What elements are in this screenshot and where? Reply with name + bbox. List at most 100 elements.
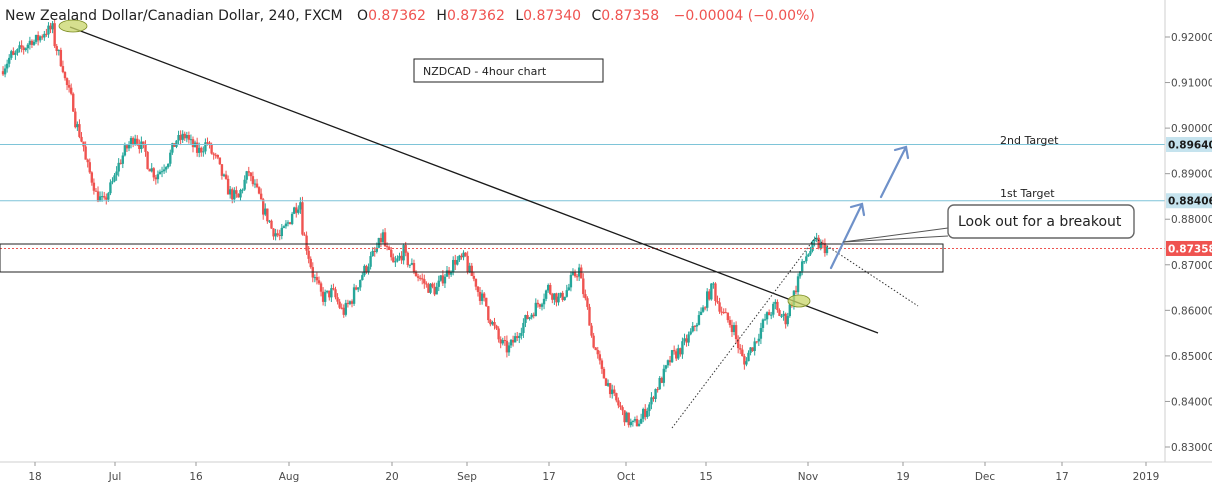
candle-body — [5, 63, 9, 69]
open-label: O — [357, 8, 368, 24]
candle-body — [602, 368, 606, 379]
candle-body — [218, 157, 222, 165]
candle-body — [241, 189, 244, 191]
candle-body — [392, 257, 395, 263]
candle-body — [660, 377, 663, 383]
target2-price-tag: 0.89640 — [1166, 137, 1212, 153]
candle-body — [96, 191, 100, 202]
candle-body — [482, 293, 486, 298]
candle-body — [782, 313, 785, 316]
candle-body — [458, 255, 461, 261]
candle-body — [383, 232, 387, 247]
candle-body — [30, 40, 34, 45]
time-tick-label: Jul — [108, 471, 122, 483]
candle-body — [452, 259, 455, 272]
candle-body — [255, 183, 259, 188]
projection-dotted-line[interactable] — [814, 237, 919, 307]
candle-body — [478, 292, 482, 301]
candle-body — [109, 182, 112, 194]
price-axis[interactable]: 0.92000 0.91000 0.90000 0.89000 0.88000 0.870… — [1165, 32, 1212, 454]
candle-body — [189, 139, 193, 141]
candle-body — [528, 317, 531, 319]
breakout-highlight-ellipse[interactable] — [787, 294, 811, 308]
candle-body — [641, 408, 645, 419]
candle-body — [505, 340, 509, 353]
candle-body — [472, 275, 476, 279]
candle-body — [330, 288, 333, 298]
candle-body — [718, 302, 721, 312]
candle-body — [736, 339, 740, 349]
candle-body — [342, 307, 345, 315]
candle-body — [12, 51, 15, 55]
candle-body — [1, 71, 5, 75]
candle-body — [648, 404, 651, 411]
candle-body — [687, 334, 690, 343]
candle-body — [406, 252, 409, 265]
candle-body — [511, 339, 515, 343]
candle-body — [288, 222, 292, 225]
candle-body — [592, 335, 595, 348]
candle-body — [753, 341, 756, 351]
candle-body — [321, 291, 325, 302]
title-box[interactable] — [413, 58, 604, 83]
candle-body — [323, 292, 327, 302]
candle-body — [784, 313, 787, 325]
candle-body — [794, 290, 798, 293]
resistance-zone[interactable] — [0, 243, 944, 273]
candle-body — [94, 190, 98, 192]
candle-body — [732, 325, 736, 333]
candle-body — [536, 302, 540, 305]
candle-body — [22, 47, 25, 51]
target2-tag-text: 0.89640 — [1168, 140, 1212, 152]
callout-pointer-top — [842, 227, 949, 243]
candle-body — [728, 320, 732, 325]
candle-body — [675, 351, 678, 359]
top-highlight-ellipse[interactable] — [58, 19, 88, 33]
candle-body — [45, 33, 48, 35]
candle-body — [235, 190, 238, 194]
candle-body — [518, 335, 521, 338]
downtrend-line[interactable] — [69, 26, 879, 334]
candle-body — [286, 222, 290, 224]
time-tick-label: 18 — [28, 471, 41, 483]
candle-body — [220, 164, 224, 176]
candle-body — [507, 345, 511, 353]
candle-body — [811, 241, 814, 252]
candle-body — [53, 23, 56, 47]
candle-body — [183, 133, 186, 139]
arrow-1-shaft — [829, 202, 864, 270]
callout-pointer-bottom — [842, 235, 949, 243]
time-tick-label: 16 — [189, 471, 203, 483]
symbol-title: New Zealand Dollar/Canadian Dollar, 240,… — [5, 8, 343, 24]
candle-body — [613, 389, 616, 394]
candle-body — [730, 324, 734, 333]
candle-body — [635, 419, 639, 427]
candle-body — [144, 144, 147, 152]
candle-body — [549, 284, 552, 295]
candle-body — [619, 405, 622, 408]
time-axis[interactable]: 18 Jul 16 Aug 20 Sep 17 Oct 15 Nov 19 Dec 17 2019 — [28, 462, 1159, 483]
candle-body — [800, 261, 804, 272]
candle-body — [113, 175, 116, 182]
candle-body — [103, 196, 106, 198]
candle-body — [249, 172, 253, 177]
price-tick-label: 0.84000 — [1171, 396, 1212, 408]
candle-body — [416, 276, 420, 278]
candle-body — [485, 297, 488, 307]
candle-body — [668, 360, 672, 363]
candle-body — [646, 410, 649, 417]
candle-body — [16, 49, 19, 53]
candle-body — [418, 277, 422, 279]
candle-body — [460, 255, 463, 258]
candle-body — [670, 350, 674, 363]
candle-body — [776, 301, 779, 311]
candle-body — [328, 290, 331, 298]
candle-body — [181, 133, 184, 140]
uptrend-dotted-line[interactable] — [671, 237, 816, 429]
candle-body — [449, 271, 453, 275]
candle-body — [216, 154, 219, 158]
callout-box[interactable] — [947, 204, 1135, 239]
candle-body — [637, 423, 641, 427]
candle-body — [522, 322, 525, 333]
